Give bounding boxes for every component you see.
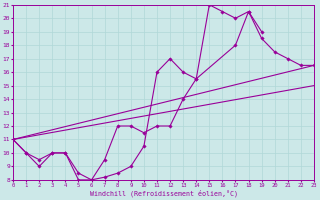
X-axis label: Windchill (Refroidissement éolien,°C): Windchill (Refroidissement éolien,°C) <box>90 190 237 197</box>
